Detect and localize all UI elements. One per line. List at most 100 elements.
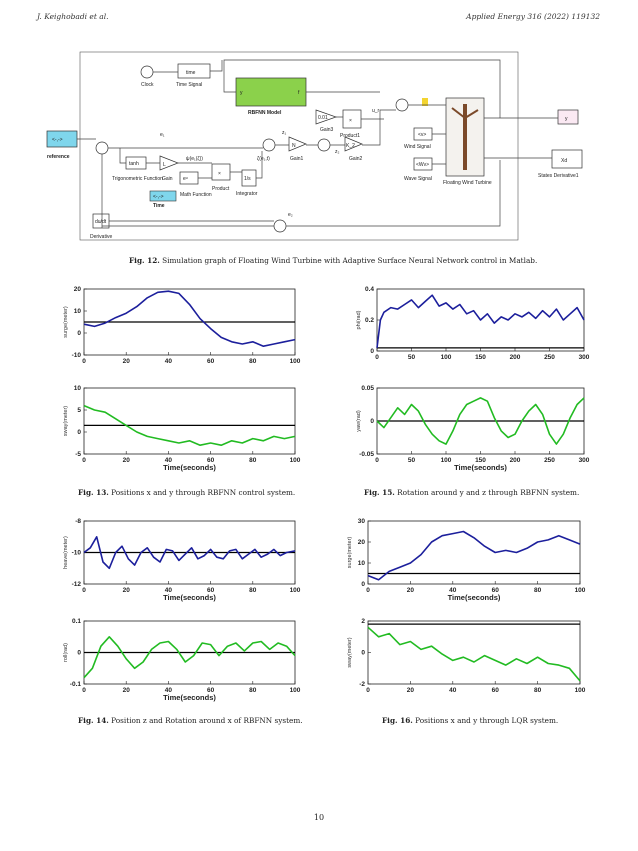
- f13b-xtick-label-5: 100: [290, 457, 301, 464]
- f14a-xtick-label-3: 60: [207, 587, 215, 594]
- f13b-xtick-label-1: 20: [123, 457, 131, 464]
- f13a-xtick-label-2: 40: [165, 358, 173, 365]
- simulink-diagram: Clock time Time Signal y f RBFNN Model 0…: [46, 51, 583, 241]
- gain3-label: Gain3: [320, 127, 334, 133]
- integrator-label: Integrator: [236, 191, 258, 197]
- f15b-xtick-label-5: 250: [544, 457, 555, 464]
- f13a-ytick-label-3: -10: [72, 352, 82, 359]
- derivative-label: Derivative: [90, 234, 112, 240]
- product-label: Product: [212, 186, 230, 192]
- f16a-ytick-label-3: 0: [361, 581, 365, 588]
- running-header-journal: Applied Energy 316 (2022) 119132: [466, 12, 600, 21]
- gain3-val: 0.01: [318, 115, 328, 121]
- diagram-frame: [79, 51, 519, 241]
- f14a-xtick-label-0: 0: [82, 587, 86, 594]
- y-out-block: [557, 109, 579, 125]
- f14a-xtick-label-5: 100: [290, 587, 301, 594]
- gain2-block: [344, 136, 363, 152]
- f14b-ytick-label-0: 0.1: [72, 618, 81, 625]
- f14b-xtick-label-3: 60: [207, 687, 215, 694]
- f15a-xtick-label-4: 200: [510, 354, 521, 361]
- f14a-ytick-label-1: -10: [72, 550, 82, 557]
- f15b-series-line: [376, 397, 585, 445]
- gain2-label: Gain2: [349, 156, 363, 162]
- f14a-ytick-label-0: -8: [75, 518, 81, 525]
- zeta-label: ζ(e₁,t): [257, 156, 270, 162]
- e2-label: e₂: [288, 212, 293, 218]
- z1-label: z₁: [282, 130, 287, 136]
- f14b-ytick-label-1: 0: [77, 650, 81, 657]
- f13a-ylabel: surge(meter): [63, 306, 69, 338]
- integrator-sym: 1/s: [244, 176, 251, 182]
- f14a-xlabel: Time(seconds): [163, 593, 216, 602]
- f16a-ytick-label-0: 30: [358, 518, 366, 525]
- f15a-xtick-label-2: 100: [441, 354, 452, 361]
- f16b-xtick-label-2: 40: [449, 687, 457, 694]
- gain1-label: Gain1: [290, 156, 304, 162]
- f13b-ylabel: sway(meter): [63, 406, 69, 436]
- gain-label: Gain: [162, 176, 173, 182]
- f16b-xtick-label-1: 20: [407, 687, 415, 694]
- f16a-ylabel: surge(meter): [347, 537, 353, 569]
- product1-label: Product1: [340, 133, 360, 139]
- f16b-ytick-label-2: -2: [359, 681, 365, 688]
- math-label: Math Function: [180, 192, 212, 198]
- f16a-xtick-label-2: 40: [449, 587, 457, 594]
- f14b-series-line: [83, 635, 296, 679]
- f14b-xtick-label-1: 20: [123, 687, 131, 694]
- gain-val: L: [163, 162, 166, 168]
- f14b-ylabel: roll(rad): [63, 643, 69, 662]
- f16a-frame: [367, 520, 581, 585]
- f15a-xtick-label-1: 50: [408, 354, 416, 361]
- gain2-val: K_2: [346, 143, 355, 149]
- f15b-ylabel: yaw(rad): [356, 410, 362, 432]
- f16b-ylabel: sway(meter): [347, 637, 353, 667]
- f13b-xlabel: Time(seconds): [163, 463, 216, 472]
- u-marker: [422, 98, 428, 106]
- f15b-ytick-label-0: 0.05: [361, 385, 374, 392]
- f15a-xtick-label-6: 300: [579, 354, 590, 361]
- f15a-xtick-label-5: 250: [544, 354, 555, 361]
- f14b-ytick-label-2: -0.1: [70, 681, 82, 688]
- fig15-caption: Fig. 15. Rotation around y and z through…: [364, 488, 580, 497]
- f14a-xtick-label-1: 20: [123, 587, 131, 594]
- f14b-xtick-label-2: 40: [165, 687, 173, 694]
- f16a-xtick-label-3: 60: [492, 587, 500, 594]
- clock2-block: [149, 190, 177, 202]
- f16b-ytick-label-0: 2: [361, 618, 365, 625]
- states-label: States Derivative1: [538, 173, 579, 179]
- e1-label: e₁: [160, 132, 165, 138]
- f16b-ytick-label-1: 0: [361, 650, 365, 657]
- wind-label: Wind Signal: [404, 144, 431, 150]
- clock-label: Clock: [141, 82, 154, 88]
- rbfnn-out: f: [298, 90, 300, 96]
- page-number: 10: [313, 813, 325, 822]
- f15a-xtick-label-3: 150: [475, 354, 486, 361]
- f13b-ytick-label-1: 5: [77, 407, 81, 414]
- f13a-xtick-label-3: 60: [207, 358, 215, 365]
- svg-text:×: ×: [349, 118, 352, 124]
- trig-label: Trigonometric Function: [112, 176, 163, 182]
- f14a-series-line: [83, 535, 296, 570]
- f14a-xtick-label-2: 40: [165, 587, 173, 594]
- f15a-ytick-label-2: 0: [370, 348, 374, 355]
- f15a-ytick-label-0: 0.4: [365, 286, 374, 293]
- f16a-xlabel: Time(seconds): [448, 593, 501, 602]
- rbfnn-in: y: [240, 90, 243, 96]
- f13a-ytick-label-2: 0: [77, 330, 81, 337]
- f13b-series-line: [83, 404, 296, 447]
- wave-in: <Wv>: [416, 162, 429, 168]
- f15a-ylabel: phi(rad): [356, 310, 362, 329]
- rbfnn-label: RBFNN Model: [248, 110, 282, 116]
- fig14-caption: Fig. 14. Position z and Rotation around …: [78, 716, 303, 725]
- f13b-xtick-label-3: 60: [207, 457, 215, 464]
- f13b-ytick-label-2: 0: [77, 429, 81, 436]
- f15b-xlabel: Time(seconds): [454, 463, 507, 472]
- turbine-label: Floating Wind Turbine: [443, 180, 492, 186]
- f13b-ytick-label-3: -5: [75, 451, 81, 458]
- f13b-xtick-label-0: 0: [82, 457, 86, 464]
- f15a-xtick-label-0: 0: [375, 354, 379, 361]
- reference-label: reference: [47, 154, 70, 160]
- f16a-series-line: [367, 530, 581, 581]
